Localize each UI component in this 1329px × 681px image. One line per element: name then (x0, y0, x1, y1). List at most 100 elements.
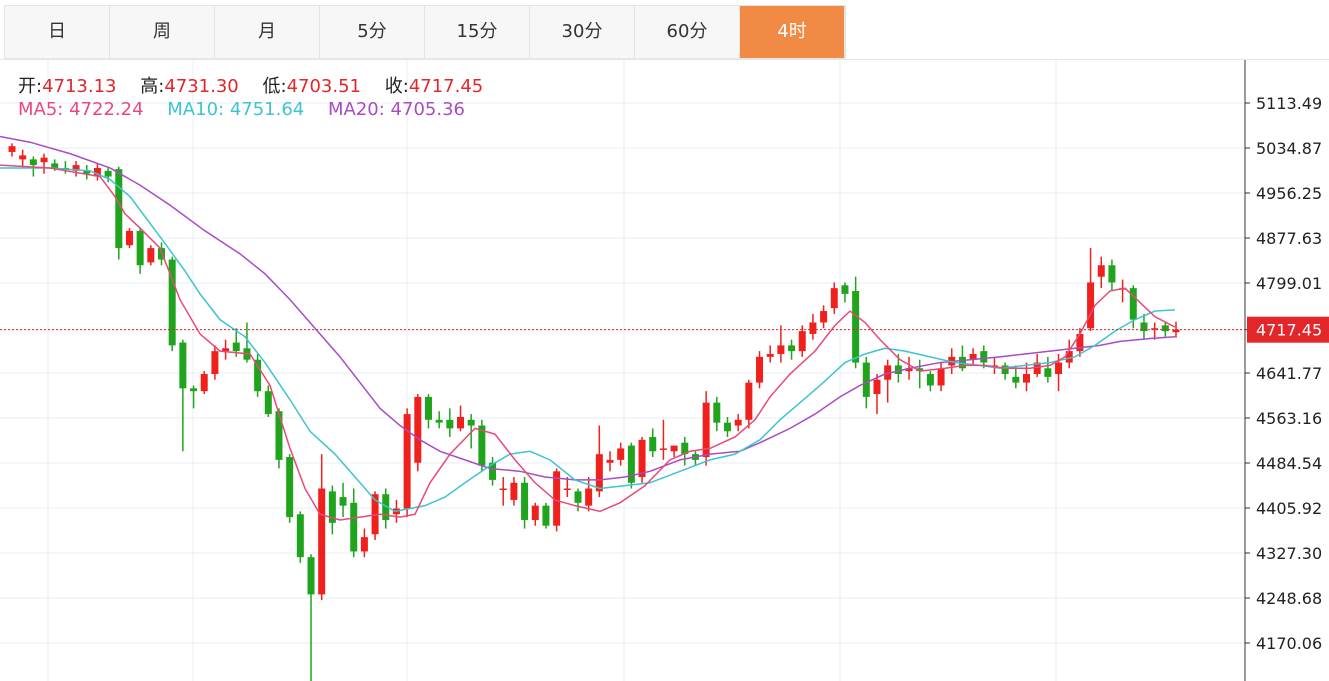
y-tick-label: 4563.16 (1256, 409, 1322, 428)
candle-body (734, 419, 742, 426)
ma10-label: MA10: (167, 99, 225, 120)
candle-body (958, 356, 966, 369)
candle-body (1044, 368, 1052, 377)
candle-body (1140, 322, 1148, 332)
candle-body (414, 396, 422, 463)
ma10-line (0, 167, 1176, 513)
candle-body (1001, 365, 1009, 375)
candle-body (1012, 376, 1020, 383)
y-tick-label: 4799.01 (1256, 274, 1322, 293)
candle-body (29, 159, 37, 166)
candle-body (275, 411, 283, 460)
candle-body (756, 356, 764, 383)
candle-body (467, 419, 475, 426)
candle-body (617, 448, 625, 460)
candle-body (19, 155, 27, 160)
tab-15min[interactable]: 15分 (425, 6, 530, 58)
candle-body (638, 439, 646, 478)
candle-body (168, 259, 176, 346)
candle-body (884, 365, 892, 380)
candle-body (307, 557, 315, 595)
candle-body (446, 419, 454, 429)
candle-body (905, 368, 913, 372)
candle-body (254, 359, 262, 392)
tab-4hour[interactable]: 4时 (740, 6, 845, 58)
candle-body (318, 488, 326, 595)
candle-body (8, 146, 16, 152)
tab-month[interactable]: 月 (215, 6, 320, 58)
tab-60min[interactable]: 60分 (635, 6, 740, 58)
candle-body (40, 157, 48, 163)
candle-body (350, 502, 358, 552)
candle-body (499, 488, 507, 490)
candle-body (713, 402, 721, 423)
low-label: 低: (262, 76, 287, 97)
tab-5min[interactable]: 5分 (320, 6, 425, 58)
candle-body (670, 445, 678, 452)
candle-body (457, 416, 465, 429)
candle-body (190, 388, 198, 392)
candle-body (286, 457, 294, 518)
tab-30min[interactable]: 30分 (530, 6, 635, 58)
candle-body (403, 414, 411, 509)
tab-day[interactable]: 日 (5, 6, 110, 58)
candle-body (723, 422, 731, 432)
candle-body (894, 365, 902, 375)
y-tick-label: 5113.49 (1256, 94, 1322, 113)
candle-body (809, 322, 817, 334)
candle-body (510, 482, 518, 500)
candle-body (424, 396, 432, 420)
candle-body (766, 353, 774, 357)
candle-body (595, 454, 603, 492)
candle-body (115, 169, 123, 249)
candle-body (222, 348, 230, 352)
candle-body (531, 505, 539, 520)
candle-body (542, 505, 550, 526)
last-price-label: 4717.45 (1256, 321, 1322, 340)
ma10-value: 4751.64 (229, 99, 305, 120)
tab-week[interactable]: 周 (110, 6, 215, 58)
ma20-line (0, 135, 1176, 481)
candle-body (873, 379, 881, 395)
candle-body (798, 331, 806, 352)
close-value: 4717.45 (408, 76, 484, 97)
chart-top-border (0, 59, 1329, 60)
candle-body (563, 488, 571, 490)
candle-body (211, 351, 219, 375)
candle-body (72, 165, 80, 171)
candle-body (649, 436, 657, 452)
candle-body (1065, 351, 1073, 363)
ohlc-readout: 开:4713.13 高:4731.30 低:4703.51 收:4717.45 (18, 72, 501, 98)
candle-body (606, 459, 614, 463)
candle-body (830, 288, 838, 309)
candle-body (264, 391, 272, 415)
ma-readout: MA5: 4722.24 MA10: 4751.64 MA20: 4705.36 (18, 99, 483, 120)
open-value: 4713.13 (42, 76, 117, 97)
candle-body (969, 353, 977, 360)
ma5-value: 4722.24 (69, 99, 144, 120)
ma5-line (0, 164, 1176, 521)
last-price-badge (1247, 316, 1329, 343)
candle-body (435, 419, 443, 423)
candle-body (478, 425, 486, 466)
candle-body (93, 167, 101, 177)
candle-body (179, 342, 187, 389)
y-tick-label: 4484.54 (1256, 454, 1322, 473)
candle-body (841, 285, 849, 294)
y-tick-label: 4877.63 (1256, 229, 1322, 248)
high-value: 4731.30 (164, 76, 239, 97)
candle-body (296, 514, 304, 558)
candle-body (702, 402, 710, 458)
candle-body (980, 351, 988, 363)
candle-body (937, 368, 945, 386)
candle-body (1108, 265, 1116, 283)
candle-body (1161, 325, 1169, 332)
candle-body (1097, 265, 1105, 277)
y-tick-label: 4327.30 (1256, 544, 1322, 563)
y-tick-label: 5034.87 (1256, 139, 1322, 158)
low-value: 4703.51 (286, 76, 362, 97)
candle-body (585, 488, 593, 506)
candle-body (339, 497, 347, 506)
candle-body (232, 342, 240, 352)
